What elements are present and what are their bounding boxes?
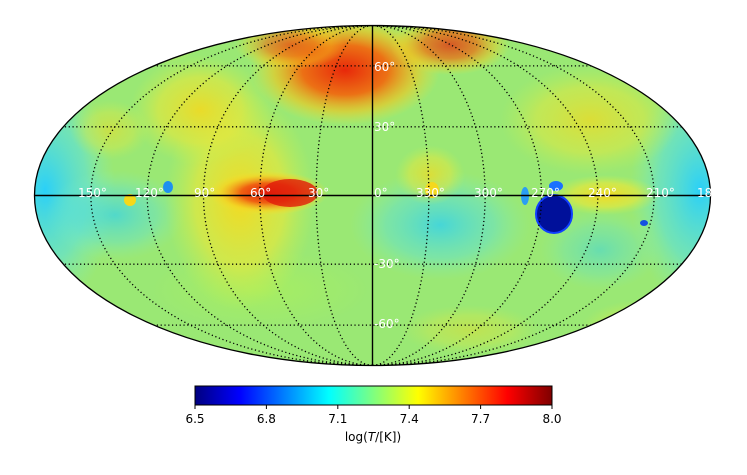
lat-label-60: 60° [374,60,395,74]
lat-label-30: 30° [374,120,395,134]
lon-label-270: 270° [531,186,560,200]
lon-label-210: 210° [646,186,675,200]
colorbar-tick-7.1: 7.1 [328,412,347,426]
colorbar: 6.5 6.8 7.1 7.4 7.7 8.0 log(T/[K]) [185,385,562,444]
lon-label-300: 300° [474,186,503,200]
lat-label-minus-30: -30° [374,257,400,271]
colorbar-label: log(T/[K]) [345,430,401,444]
colorbar-tick-6.5: 6.5 [185,412,204,426]
colorbar-tick-7.7: 7.7 [471,412,490,426]
lon-label-180: 18 [697,186,712,200]
lat-label-minus-60: -60° [374,317,400,331]
colorbar-tick-6.8: 6.8 [257,412,276,426]
lon-label-150: 150° [78,186,107,200]
lon-label-240: 240° [588,186,617,200]
lon-label-120: 120° [135,186,164,200]
meridian-line [372,25,430,366]
colorbar-tick-7.4: 7.4 [400,412,419,426]
lon-label-30: 30° [308,186,329,200]
lon-label-90: 90° [194,186,215,200]
colorbar-tick-8.0: 8.0 [542,412,561,426]
lon-label-0: 0° [374,186,388,200]
lon-label-330: 330° [416,186,445,200]
colorbar-gradient [194,385,553,406]
lon-label-60: 60° [250,186,271,200]
